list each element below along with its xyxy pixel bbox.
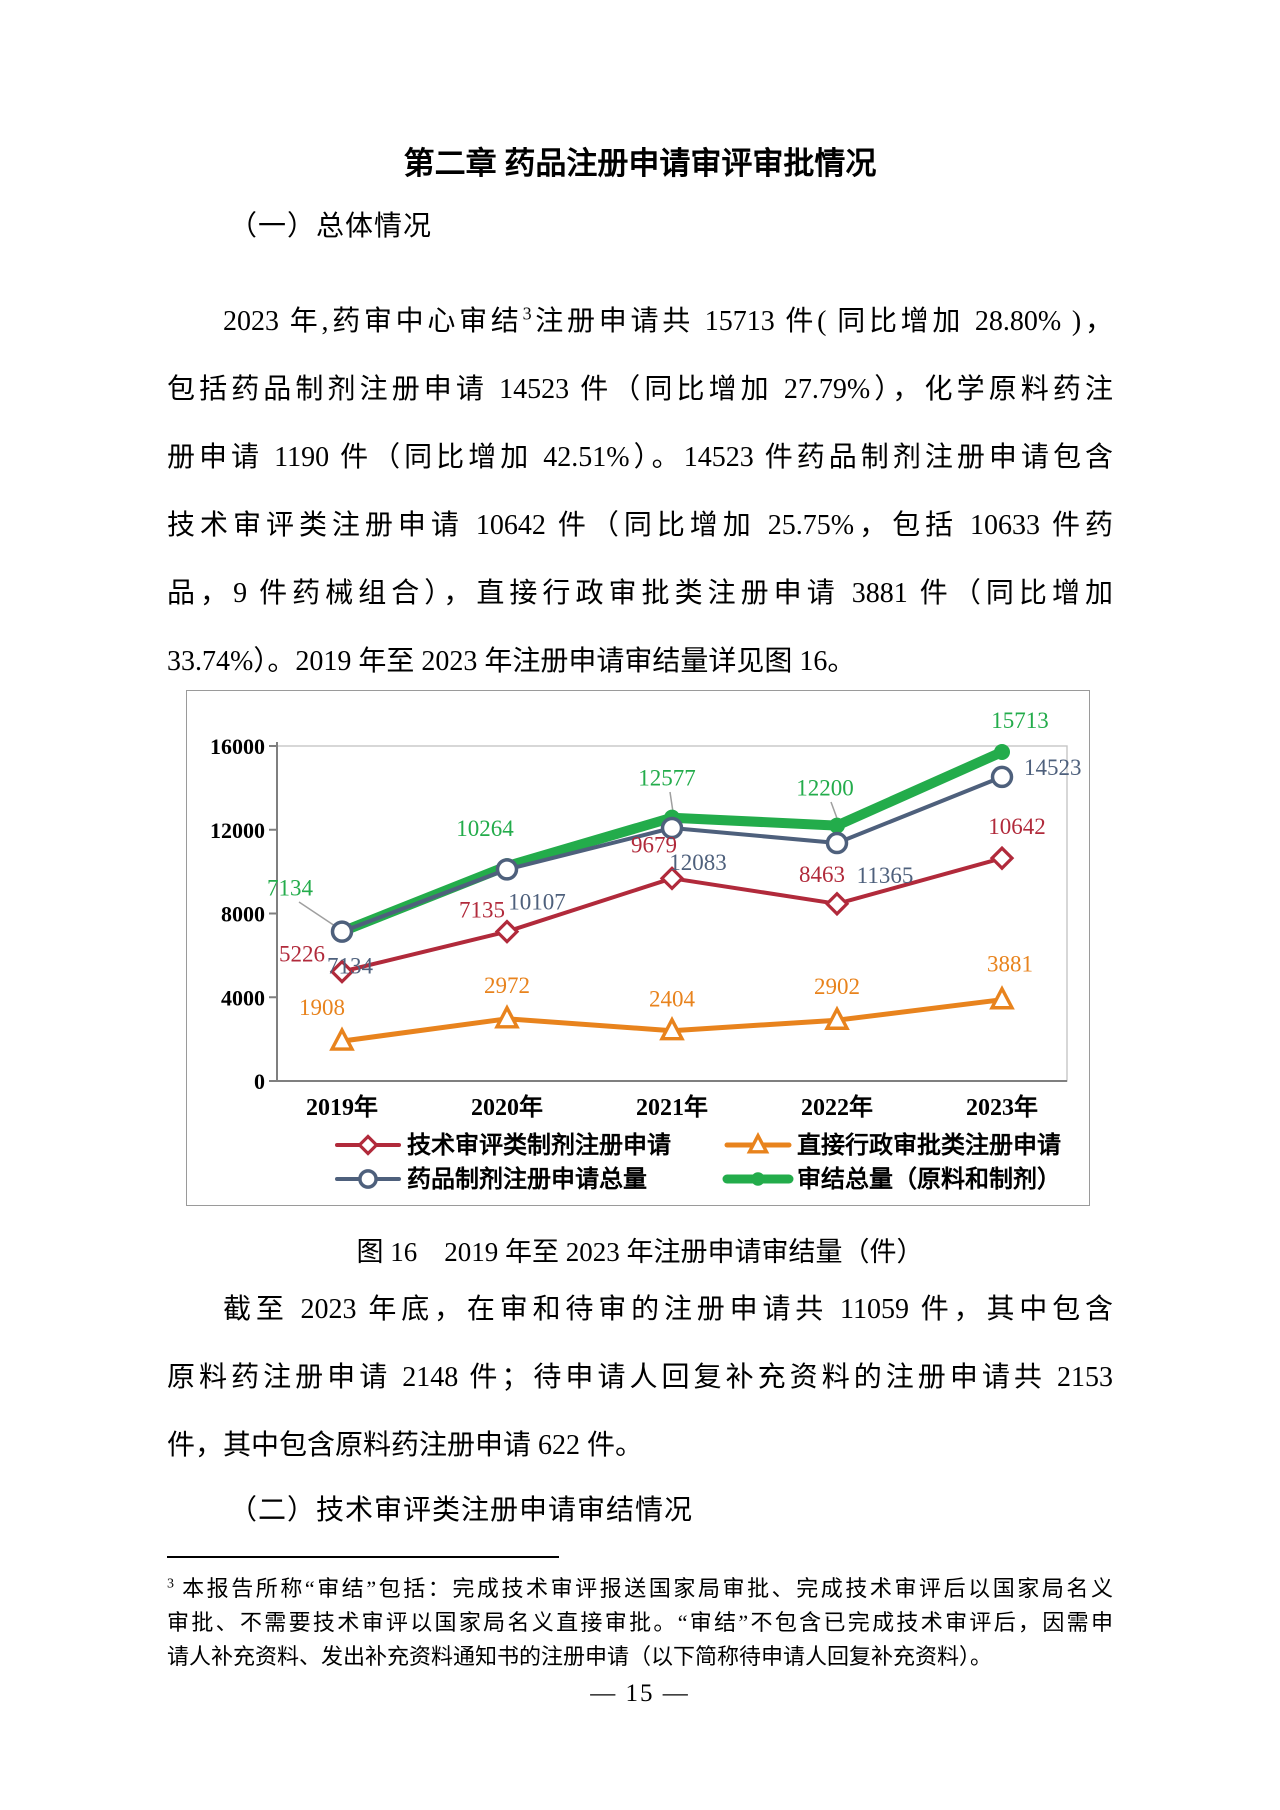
- figure16-line-chart: 0 4000 8000 12000 16000 2019年 2020年 2021年 2022年 2…: [210, 708, 1082, 1193]
- dot-marker: [751, 1172, 765, 1186]
- legend-label: 技术审评类制剂注册申请: [407, 1131, 671, 1159]
- body-line: 技术审评类注册申请 10642 件（同比增加 25.75%，包括 10633 件…: [167, 510, 1113, 541]
- triangle-marker: [746, 1131, 770, 1154]
- section-two-heading: （二）技术审评类注册申请审结情况: [229, 1495, 694, 1526]
- paragraph-one: 2023 年,药审中心审结3注册申请共 15713 件( 同比增加 28.80%…: [167, 288, 1113, 696]
- circle-marker: [990, 765, 1014, 789]
- footnote-line: 3 本报告所称“审结”包括：完成技术审评报送国家局审批、完成技术审评后以国家局名…: [167, 1572, 1113, 1606]
- footnote-text: 本报告所称“审结”包括：完成技术审评报送国家局审批、完成技术审评后以国家局名义: [182, 1576, 1113, 1601]
- y-axis-label: 0: [254, 1069, 265, 1094]
- circle-marker: [358, 1169, 378, 1189]
- footnote-line: 审批、不需要技术审评以国家局名义直接审批。“审结”不包含已完成技术审评后，因需申: [167, 1610, 1113, 1635]
- x-axis-label: 2019年: [306, 1093, 378, 1121]
- paragraph-two: 截至 2023 年底，在审和待审的注册申请共 11059 件，其中包含 原料药注…: [167, 1276, 1113, 1480]
- x-axis-label: 2022年: [801, 1093, 873, 1121]
- data-label: 15713: [991, 708, 1049, 733]
- body-line: 件，其中包含原料药注册申请 622 件。: [167, 1430, 644, 1461]
- data-label: 9679: [631, 832, 677, 857]
- data-label: 2902: [814, 974, 860, 999]
- data-label: 10264: [456, 816, 514, 841]
- body-line: 截至 2023 年底，在审和待审的注册申请共 11059 件，其中包含: [223, 1294, 1113, 1325]
- data-label: 2972: [484, 973, 530, 998]
- data-label: 10642: [988, 814, 1046, 839]
- body-line: 原料药注册申请 2148 件；待申请人回复补充资料的注册申请共 2153: [167, 1362, 1113, 1393]
- y-axis-label: 4000: [221, 985, 265, 1010]
- body-line: 包括药品制剂注册申请 14523 件（同比增加 27.79%），化学原料药注: [167, 374, 1113, 405]
- chapter-title: 第二章 药品注册申请审评审批情况: [403, 146, 877, 181]
- data-label: 12577: [638, 766, 696, 791]
- body-text: 2023 年,药审中心审结: [223, 306, 523, 337]
- body-line: 品，9 件药械组合），直接行政审批类注册申请 3881 件（同比增加: [167, 578, 1113, 609]
- data-label: 7135: [459, 898, 505, 923]
- triangle-marker: [989, 985, 1015, 1010]
- dot-marker: [829, 817, 845, 834]
- figure-caption: 图 16 2019 年至 2023 年注册申请审结量（件）: [356, 1237, 924, 1267]
- legend-label: 审结总量（原料和制剂）: [797, 1165, 1061, 1193]
- y-axis-label: 12000: [210, 818, 265, 843]
- x-axis-label: 2023年: [966, 1093, 1038, 1121]
- figure-box: 0 4000 8000 12000 16000 2019年 2020年 2021年 2022年 2…: [186, 690, 1090, 1206]
- diamond-marker: [494, 919, 520, 944]
- data-label: 11365: [857, 863, 914, 888]
- data-label: 2404: [649, 987, 696, 1012]
- triangle-marker: [329, 1026, 355, 1051]
- footnote: 3 本报告所称“审结”包括：完成技术审评报送国家局审批、完成技术审评后以国家局名…: [167, 1572, 1113, 1674]
- x-axis-label: 2020年: [471, 1093, 543, 1121]
- data-label: 7134: [267, 876, 314, 901]
- dot-marker: [994, 744, 1010, 761]
- data-label: 12200: [796, 776, 854, 801]
- y-axis-label: 8000: [221, 902, 265, 927]
- diamond-marker: [989, 845, 1015, 871]
- triangle-marker: [824, 1005, 850, 1030]
- body-line: 33.74%）。2019 年至 2023 年注册申请审结量详见图 16。: [167, 646, 856, 677]
- footnote-separator: [167, 1556, 559, 1558]
- diamond-marker: [329, 959, 355, 984]
- footnote-line: 请人补充资料、发出补充资料通知书的注册申请（以下简称待申请人回复补充资料）。: [167, 1644, 993, 1669]
- data-label: 14523: [1024, 755, 1082, 780]
- data-label: 1908: [299, 995, 345, 1020]
- circle-marker: [495, 858, 519, 881]
- section-one-heading: （一）总体情况: [229, 211, 433, 242]
- legend-label: 药品制剂注册申请总量: [407, 1165, 647, 1193]
- data-label: 5226: [279, 942, 325, 967]
- body-line: 册申请 1190 件（同比增加 42.51%）。14523 件药品制剂注册申请包…: [167, 442, 1113, 473]
- diamond-marker: [659, 866, 685, 891]
- x-axis-label: 2021年: [636, 1093, 708, 1121]
- legend-label: 直接行政审批类注册申请: [797, 1131, 1061, 1159]
- triangle-marker: [659, 1016, 685, 1041]
- body-line: 2023 年,药审中心审结3注册申请共 15713 件( 同比增加 28.80%…: [167, 288, 1113, 356]
- circle-marker: [330, 920, 354, 943]
- data-label: 12083: [669, 850, 727, 875]
- diamond-marker: [357, 1134, 379, 1156]
- circle-marker: [660, 816, 684, 840]
- data-label: 3881: [987, 952, 1033, 977]
- footnote-marker: 3: [167, 1576, 174, 1592]
- label-leader-line: [298, 901, 336, 927]
- data-label: 10107: [508, 889, 566, 914]
- footnote-ref: 3: [522, 303, 532, 324]
- label-leader-line: [669, 791, 674, 813]
- triangle-marker: [494, 1004, 520, 1029]
- data-label: 8463: [799, 862, 845, 887]
- y-axis-label: 16000: [210, 734, 265, 759]
- circle-marker: [825, 831, 849, 855]
- page-number: — 15 —: [590, 1680, 690, 1707]
- data-label: 7134: [327, 954, 374, 979]
- body-text: 注册申请共 15713 件( 同比增加 28.80% )，: [531, 306, 1113, 337]
- diamond-marker: [824, 891, 850, 917]
